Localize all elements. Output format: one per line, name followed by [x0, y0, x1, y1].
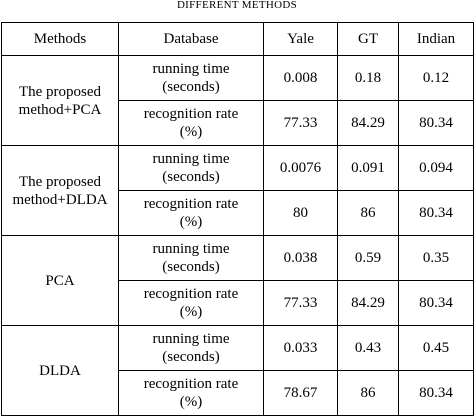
- column-header: Yale: [263, 22, 338, 56]
- method-name: The proposed method+DLDA: [12, 173, 108, 208]
- value-cell: 80.34: [398, 100, 474, 146]
- metric-cell: running time (seconds): [118, 145, 264, 191]
- method-name: DLDA: [39, 362, 81, 379]
- metric-name: recognition rate (%): [143, 286, 239, 320]
- metric-cell: recognition rate (%): [118, 190, 264, 236]
- metric-name: running time (seconds): [152, 241, 230, 275]
- metric-cell: running time (seconds): [118, 235, 264, 281]
- table-caption: DIFFERENT METHODS: [176, 0, 298, 11]
- value-cell: 0.0076: [263, 145, 338, 191]
- metric-name: running time (seconds): [152, 151, 230, 185]
- value-cell: 0.45: [398, 325, 474, 371]
- metric-name: recognition rate (%): [143, 106, 239, 140]
- value-cell: 84.29: [337, 280, 399, 326]
- table-body: The proposed method+PCA running time (sec…: [1, 55, 474, 416]
- value-cell: 0.18: [337, 55, 399, 101]
- method-cell: The proposed method+DLDA: [1, 145, 119, 236]
- value-cell: 80.34: [398, 280, 474, 326]
- value-cell: 77.33: [263, 280, 338, 326]
- value-cell: 0.008: [263, 55, 338, 101]
- value-cell: 86: [337, 370, 399, 416]
- value-cell: 80.34: [398, 190, 474, 236]
- value-cell: 0.091: [337, 145, 399, 191]
- method-name: PCA: [45, 272, 75, 289]
- table-row: recognition rate (%) 77.33 84.29 80.34: [2, 280, 474, 326]
- value-cell: 0.35: [398, 235, 474, 281]
- value-cell: 0.033: [263, 325, 338, 371]
- metric-cell: recognition rate (%): [118, 370, 264, 416]
- table-row: The proposed method+DLDA running time (se…: [1, 145, 474, 236]
- method-cell: The proposed method+PCA: [1, 55, 119, 146]
- value-cell: 0.094: [398, 145, 474, 191]
- value-cell: 0.12: [398, 55, 474, 101]
- metric-cell: running time (seconds): [118, 325, 264, 371]
- results-table: Methods Database Yale GT Indian The proposed…: [1, 22, 474, 416]
- method-cell: PCA: [1, 235, 119, 326]
- table-row: recognition rate (%) 77.33 84.29 80.34: [2, 100, 474, 146]
- metric-name: running time (seconds): [152, 331, 230, 365]
- table-row: recognition rate (%) 78.67 86 80.34: [2, 370, 474, 416]
- column-header: GT: [337, 22, 399, 56]
- header-row: Methods Database Yale GT Indian: [1, 22, 474, 56]
- metric-name: running time (seconds): [152, 61, 230, 95]
- value-cell: 84.29: [337, 100, 399, 146]
- value-cell: 80.34: [398, 370, 474, 416]
- value-cell: 86: [337, 190, 399, 236]
- value-cell: 80: [263, 190, 338, 236]
- column-header: Indian: [398, 22, 474, 56]
- value-cell: 0.59: [337, 235, 399, 281]
- metric-name: recognition rate (%): [143, 376, 239, 410]
- metric-cell: recognition rate (%): [118, 280, 264, 326]
- metric-cell: running time (seconds): [118, 55, 264, 101]
- metric-name: recognition rate (%): [143, 196, 239, 230]
- metric-cell: recognition rate (%): [118, 100, 264, 146]
- column-header: Methods: [1, 22, 119, 56]
- value-cell: 77.33: [263, 100, 338, 146]
- value-cell: 78.67: [263, 370, 338, 416]
- table-row: PCA running time (seconds) 0.038 0.59 0.35: [1, 235, 474, 326]
- table-row: DLDA running time (seconds) 0.033 0.43 0.45: [1, 325, 474, 416]
- table-row: The proposed method+PCA running time (sec…: [1, 55, 474, 146]
- value-cell: 0.038: [263, 235, 338, 281]
- method-cell: DLDA: [1, 325, 119, 416]
- table-row: recognition rate (%) 80 86 80.34: [2, 190, 474, 236]
- value-cell: 0.43: [337, 325, 399, 371]
- method-name: The proposed method+PCA: [18, 83, 102, 118]
- column-header: Database: [118, 22, 264, 56]
